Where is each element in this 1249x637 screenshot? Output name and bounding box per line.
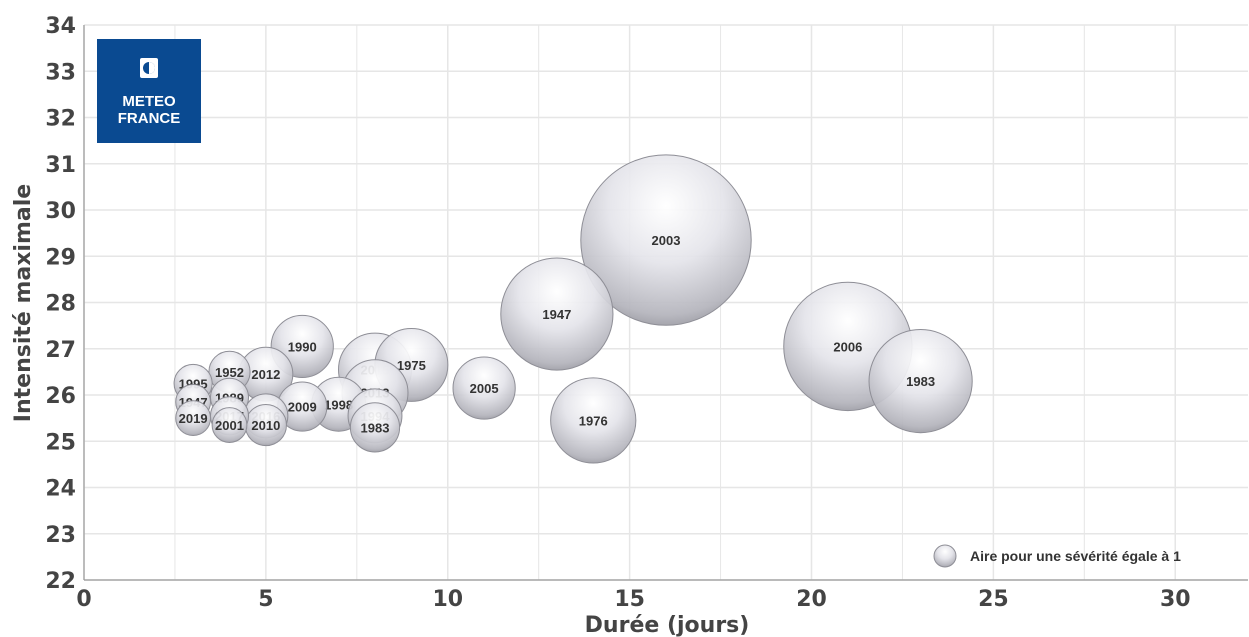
x-tick-label: 25 <box>978 587 1009 612</box>
y-tick-label: 31 <box>45 153 76 178</box>
bubble <box>175 400 212 437</box>
logo-text-line2: FRANCE <box>118 110 181 127</box>
bubble <box>580 154 752 326</box>
y-tick-label: 30 <box>45 199 76 224</box>
y-tick-label: 25 <box>45 430 76 455</box>
legend-label: Aire pour une sévérité égale à 1 <box>970 548 1181 564</box>
y-tick-label: 28 <box>45 292 76 317</box>
logo-background <box>97 39 201 143</box>
x-tick-label: 30 <box>1160 587 1191 612</box>
y-tick-labels: 22 23 24 25 26 27 28 29 30 31 32 33 34 <box>45 14 76 594</box>
y-tick-label: 23 <box>45 523 76 548</box>
bubble-label: 1975 <box>397 358 426 373</box>
logo-text-line1: METEO <box>122 93 176 110</box>
y-tick-label: 29 <box>45 245 76 270</box>
y-tick-label: 27 <box>45 338 76 363</box>
bubble-label: 1976 <box>579 413 608 428</box>
bubbles: 2003200619471983197620151975201319902005… <box>173 154 973 464</box>
y-tick-label: 24 <box>45 477 76 502</box>
x-tick-label: 10 <box>432 587 463 612</box>
meteo-france-logo: METEO FRANCE <box>97 39 201 143</box>
bubble-label: 2006 <box>833 339 862 354</box>
bubble-label: 1983 <box>906 374 935 389</box>
legend: Aire pour une sévérité égale à 1 <box>933 544 1181 568</box>
bubble-label: 2001 <box>215 418 244 433</box>
bubble <box>452 356 516 420</box>
bubble <box>868 329 973 434</box>
x-tick-label: 5 <box>258 587 273 612</box>
bubble <box>349 402 401 453</box>
x-tick-labels: 0 5 10 15 20 25 30 <box>76 587 1190 612</box>
bubble-label: 2010 <box>251 418 280 433</box>
axes <box>83 25 1248 581</box>
bubble-label: 1952 <box>215 365 244 380</box>
bubble-label: 2009 <box>288 400 317 415</box>
y-tick-label: 26 <box>45 384 76 409</box>
x-tick-label: 15 <box>614 587 645 612</box>
bubble-label: 1947 <box>542 307 571 322</box>
bubble <box>500 257 614 371</box>
y-tick-label: 34 <box>45 14 76 39</box>
bubble-label: 2003 <box>652 233 681 248</box>
y-axis-title: Intensité maximale <box>11 184 36 422</box>
bubble-label: 1990 <box>288 339 317 354</box>
bubble-label: 1998 <box>324 397 353 412</box>
x-tick-label: 20 <box>796 587 827 612</box>
bubble <box>211 407 248 443</box>
bubble-label: 1983 <box>361 420 390 435</box>
x-axis-title: Durée (jours) <box>585 613 750 637</box>
legend-bubble-icon <box>933 544 957 568</box>
bubble <box>550 377 637 464</box>
x-tick-label: 0 <box>76 587 91 612</box>
bubble-label: 2005 <box>470 381 499 396</box>
bubble-label: 2012 <box>251 367 280 382</box>
meteo-france-logo-icon <box>140 58 158 78</box>
y-tick-label: 32 <box>45 107 76 132</box>
y-tick-label: 33 <box>45 60 76 85</box>
bubble-label: 2019 <box>179 411 208 426</box>
y-tick-label: 22 <box>45 569 76 594</box>
